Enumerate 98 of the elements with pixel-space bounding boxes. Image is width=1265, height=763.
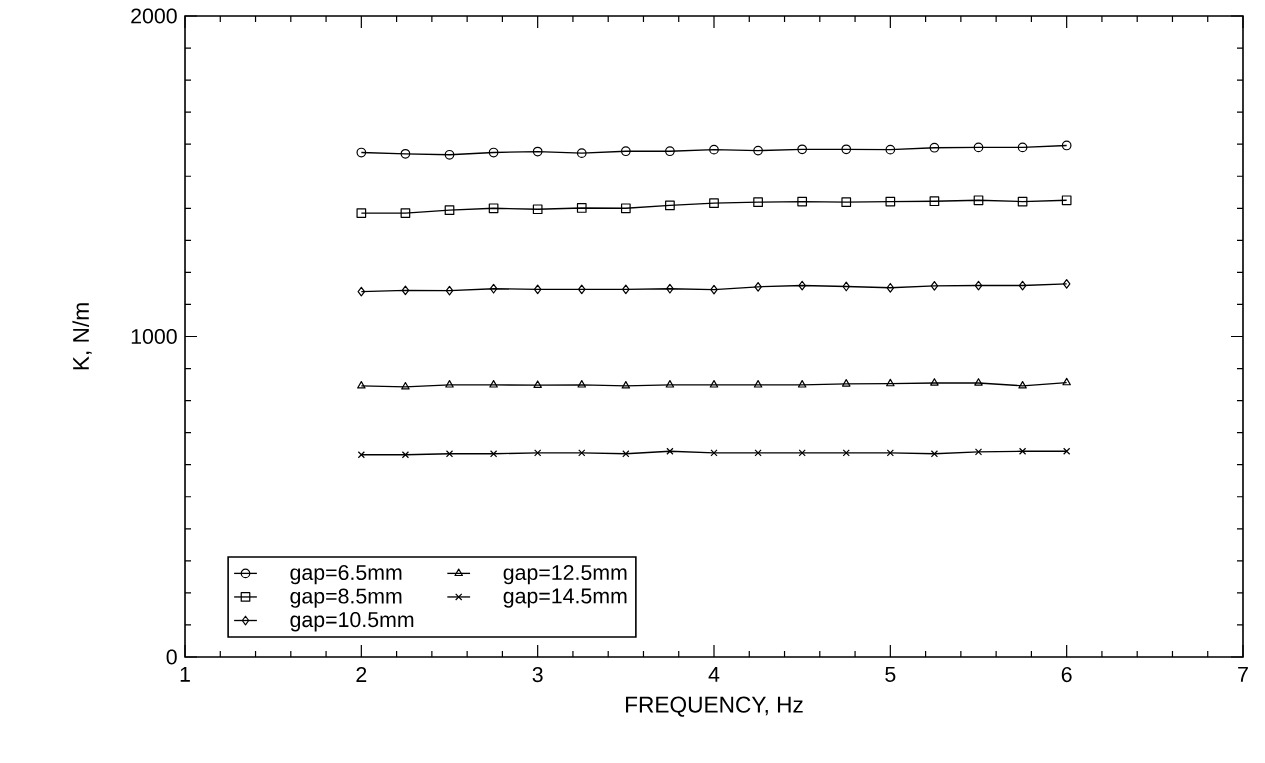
point [1062,279,1071,289]
y-tick-label: 0 [166,649,177,665]
point [444,205,455,216]
point [973,195,984,206]
point [797,144,808,155]
point [886,449,894,457]
point [400,148,411,159]
point [622,284,630,295]
point [401,285,410,296]
point [754,449,762,457]
legend-label: gap=14.5mm [503,588,627,608]
point [400,208,411,218]
x-axis-title: FREQUENCY, Hz [626,696,803,717]
x-tick-label: 7 [1238,667,1248,682]
point [621,380,631,389]
point [576,148,587,159]
legend-label: gap=8.5mm [290,588,402,608]
point [665,200,675,211]
point [533,284,542,295]
point [929,142,940,153]
point [841,379,851,387]
point [489,283,498,294]
point [356,208,367,218]
point [533,380,542,388]
point [665,146,675,157]
point [886,282,895,293]
point [930,450,939,458]
point [841,197,852,208]
point [754,281,762,292]
point [666,447,674,455]
point [576,203,587,213]
point [445,450,454,458]
point [753,380,763,388]
x-tick-label: 2 [356,667,367,682]
legend-label: gap=6.5mm [290,564,402,585]
point [577,284,586,295]
point [797,196,808,207]
point [444,149,455,160]
point [842,281,851,292]
point [666,283,674,294]
point [1063,447,1071,455]
point [753,197,763,208]
point [929,196,940,207]
point [489,450,498,458]
point [488,147,499,158]
point [534,449,542,457]
point [709,380,719,388]
point [886,378,895,387]
y-tick-label: 1000 [131,328,177,345]
point [1061,140,1072,151]
point [709,144,719,155]
point [356,147,367,158]
legend-label: gap=10.5mm [290,612,414,632]
point [620,203,631,214]
point [710,284,718,295]
point [357,286,366,297]
point [401,451,410,459]
y-axis-title: K, N/m [72,303,92,370]
point [885,144,896,155]
point [620,146,631,157]
point [753,145,763,156]
point [885,196,896,207]
point [798,280,806,291]
point [974,448,983,456]
point [974,280,983,291]
point [973,142,984,153]
point [797,380,807,388]
point [1062,377,1071,386]
point [489,380,498,388]
point [532,146,543,157]
point [401,381,410,390]
point [1018,447,1027,455]
y-tick-label: 2000 [131,8,177,24]
point [445,285,454,296]
point [488,203,499,214]
x-tick-label: 3 [532,667,543,683]
point [665,380,675,388]
point [577,380,587,388]
x-tick-label: 1 [180,667,190,682]
point [532,204,543,215]
point [1017,196,1028,207]
x-tick-label: 4 [708,667,720,682]
point [445,380,454,388]
point [930,280,939,291]
x-tick-label: 5 [885,667,896,682]
point [1018,380,1027,389]
point [1018,280,1027,291]
point [798,449,806,457]
legend-label: gap=12.5mm [503,564,627,585]
x-tick-label: 6 [1061,667,1072,683]
point [930,378,939,386]
point [841,144,852,155]
point [710,449,718,457]
point [974,378,983,386]
point [1017,142,1028,153]
point [1061,195,1072,206]
point [357,380,366,389]
point [709,198,719,209]
